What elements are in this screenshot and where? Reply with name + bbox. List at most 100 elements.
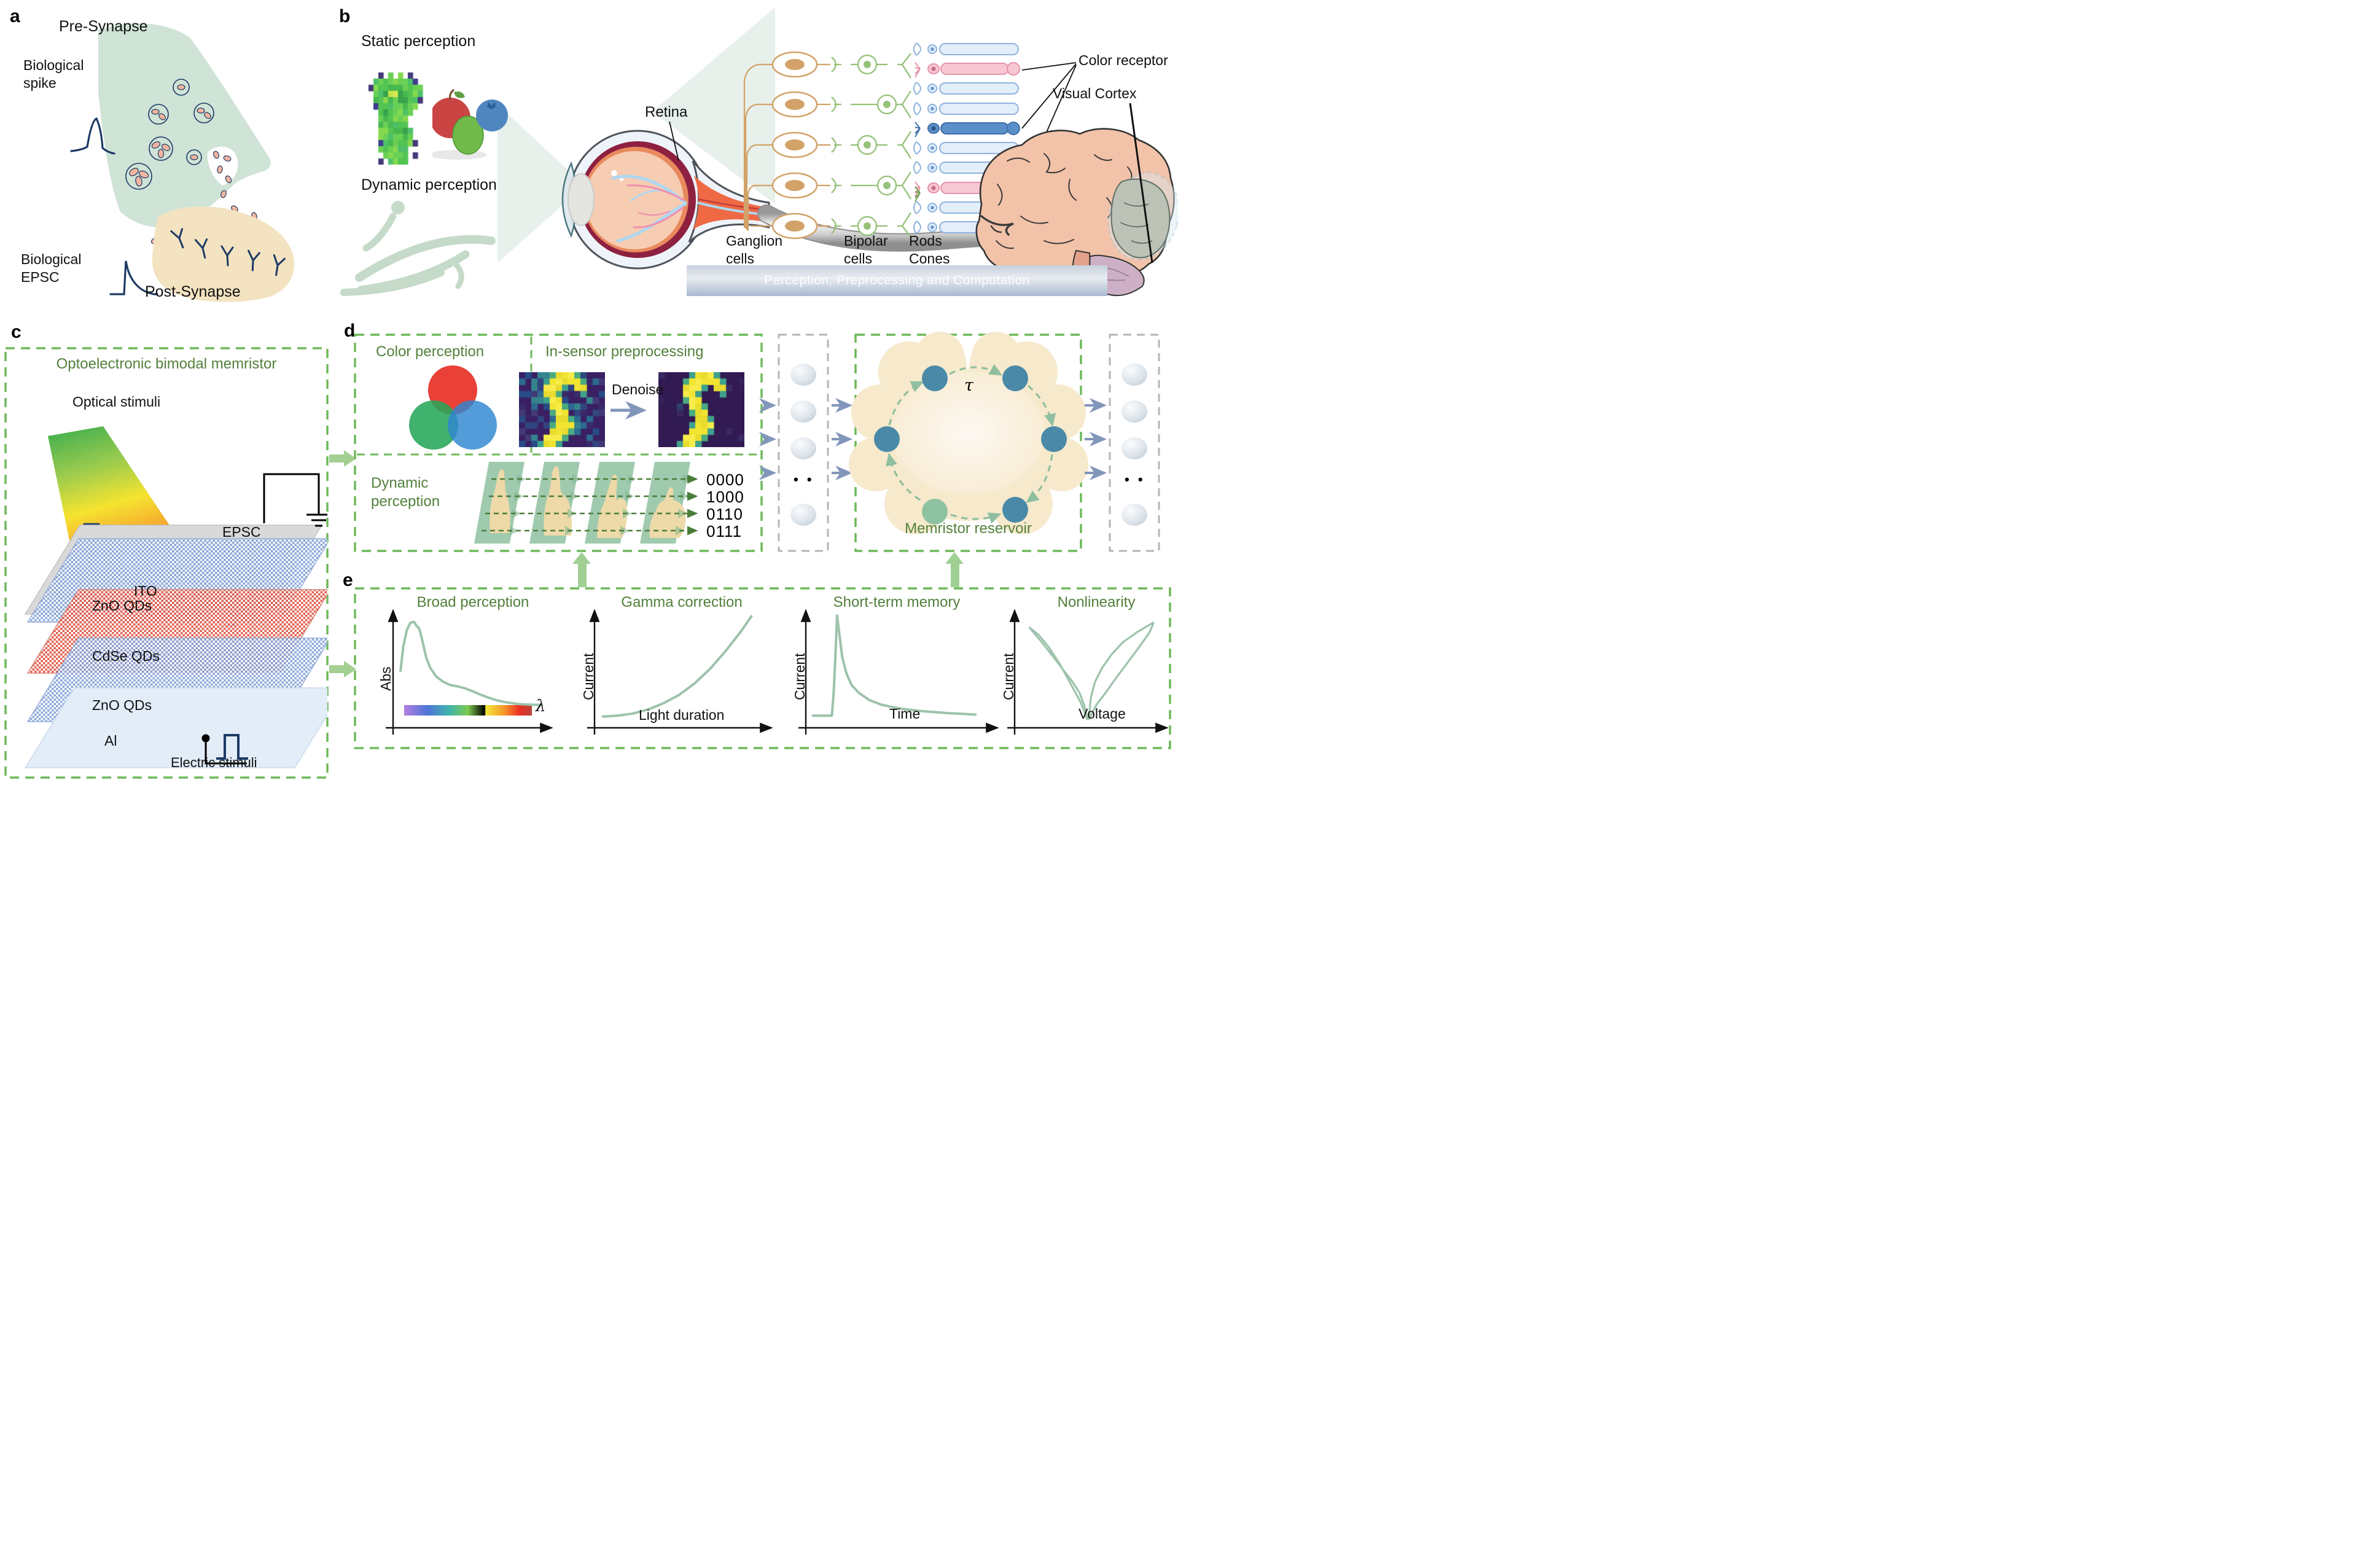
reservoir-ring-arrows [886, 364, 1056, 524]
panel-d-processing [354, 332, 1160, 587]
label-color-receptor: Color receptor [1079, 52, 1168, 68]
epsc-waveform-icon [109, 260, 158, 295]
gesture-frame-1 [474, 462, 525, 544]
label-static-perception: Static perception [361, 33, 476, 50]
output-ellipsis-dots: • • [1125, 472, 1145, 487]
panel-c-device [4, 347, 356, 779]
figure-canvas: Perception, Preprocessing and Computatio… [0, 0, 1178, 784]
label-layer-zno-top: ZnO QDs [92, 598, 152, 614]
label-layer-cdse: CdSe QDs [92, 648, 160, 664]
light-cone-to-eye [497, 104, 585, 263]
label-layer-al: Al [104, 733, 117, 749]
xlabel-light-duration: Light duration [639, 707, 725, 723]
arrow-e-to-reservoir [945, 552, 964, 587]
binary-code-3: 0111 [706, 522, 742, 540]
panel-letter-c: c [11, 322, 21, 342]
al-plane [24, 687, 327, 768]
chart-broad-perception [386, 609, 553, 735]
label-in-sensor-preprocessing: In-sensor preprocessing [545, 343, 704, 360]
arrows-d-to-input [759, 398, 776, 480]
pixelated-shirt-image [369, 72, 432, 165]
optic-nerve-core [693, 176, 769, 230]
banner-perception-preprocessing-computation: Perception, Preprocessing and Computatio… [687, 265, 1107, 296]
label-color-perception: Color perception [376, 343, 485, 360]
retina-cells-network [743, 42, 1077, 240]
label-electric-stimuli: Electric stimuli [171, 755, 257, 770]
label-pre-synapse: Pre-Synapse [59, 18, 148, 35]
panel-e-characteristics [354, 587, 1171, 749]
arrow-e-to-d [572, 552, 591, 587]
binary-code-1: 1000 [706, 488, 744, 506]
bipolar-cells [831, 53, 911, 238]
figure-art [4, 7, 1178, 779]
xlabel-voltage: Voltage [1079, 706, 1126, 722]
arrows-reservoir-to-output [1085, 398, 1107, 480]
spike-waveform-icon [70, 117, 115, 155]
gesture-frame-4 [640, 462, 690, 544]
binary-code-2: 0110 [706, 505, 743, 523]
chart-short-term-memory [798, 609, 999, 735]
panel-letter-d: d [344, 321, 356, 341]
label-layer-zno-bottom: ZnO QDs [92, 697, 152, 713]
panel-letter-e: e [343, 570, 353, 590]
panel-c-box [4, 347, 329, 779]
label-tau: τ [964, 376, 973, 395]
label-broad-perception: Broad perception [416, 594, 529, 610]
gesture-frames [474, 462, 698, 544]
noisy-digit-image [519, 372, 605, 447]
panel-a-synapse-illustration [70, 23, 295, 302]
label-optical-stimuli: Optical stimuli [72, 394, 161, 410]
binary-code-0: 0000 [706, 470, 744, 489]
ganglion-cells [771, 51, 830, 240]
label-visual-cortex: Visual Cortex [1053, 85, 1137, 101]
label-bipolar-cells: Bipolar cells [844, 233, 888, 267]
postsynaptic-receptors [170, 228, 286, 276]
label-layer-ito: ITO [134, 583, 157, 599]
panel-e-box [354, 587, 1171, 749]
label-biological-epsc: Biological EPSC [21, 251, 82, 285]
input-ellipsis-dots: • • [794, 472, 814, 487]
input-nodes [790, 364, 816, 526]
memristor-reservoir-box [854, 333, 1082, 552]
electric-stimuli-icon [201, 734, 248, 765]
panel-letter-b: b [339, 6, 351, 26]
reservoir-nodes [874, 365, 1067, 525]
label-biological-spike: Biological spike [23, 57, 84, 91]
eye-diagram [561, 130, 770, 270]
label-memristor-reservoir: Memristor reservoir [905, 520, 1032, 537]
denoised-digit-image [658, 372, 744, 447]
label-ganglion-cells: Ganglion cells [726, 233, 783, 267]
visual-cortex-pointer [1129, 103, 1153, 263]
label-short-term-memory: Short-term memory [833, 594, 961, 610]
output-nodes-box [1109, 333, 1160, 552]
ylabel-current-3: Current [1001, 653, 1016, 700]
blueberry-icon [476, 99, 508, 131]
synaptic-vesicles [125, 79, 214, 190]
xlabel-time: Time [889, 706, 921, 722]
retina-vessels [611, 174, 687, 243]
runner-icon [340, 201, 496, 296]
fruits-icon [428, 88, 508, 160]
gesture-frame-3 [585, 462, 635, 544]
pre-synapse-blob [98, 23, 271, 228]
label-retina: Retina [645, 104, 688, 120]
lime-icon [452, 115, 484, 155]
ylabel-abs: Abs [378, 666, 394, 691]
lens-icon [568, 173, 595, 226]
label-c-title: Optoelectronic bimodal memristor [56, 356, 277, 372]
arrows-input-to-reservoir [832, 398, 852, 480]
post-synapse-blob [152, 206, 295, 302]
label-nonlinearity: Nonlinearity [1057, 594, 1136, 610]
reservoir-blob [849, 332, 1088, 534]
rgb-color-circles [409, 365, 497, 450]
spectrum-bar [404, 705, 532, 716]
panel-letter-a: a [10, 6, 20, 26]
label-rods-cones: Rods Cones [909, 233, 950, 267]
label-dynamic-perception-d: Dynamic perception [371, 475, 440, 510]
chart-gamma-correction [587, 609, 773, 735]
input-nodes-box [778, 333, 829, 552]
ylabel-current-1: Current [580, 653, 596, 700]
xlabel-lambda: λ [536, 697, 546, 716]
retina-pointer [669, 121, 679, 162]
neurotransmitters [129, 84, 257, 244]
